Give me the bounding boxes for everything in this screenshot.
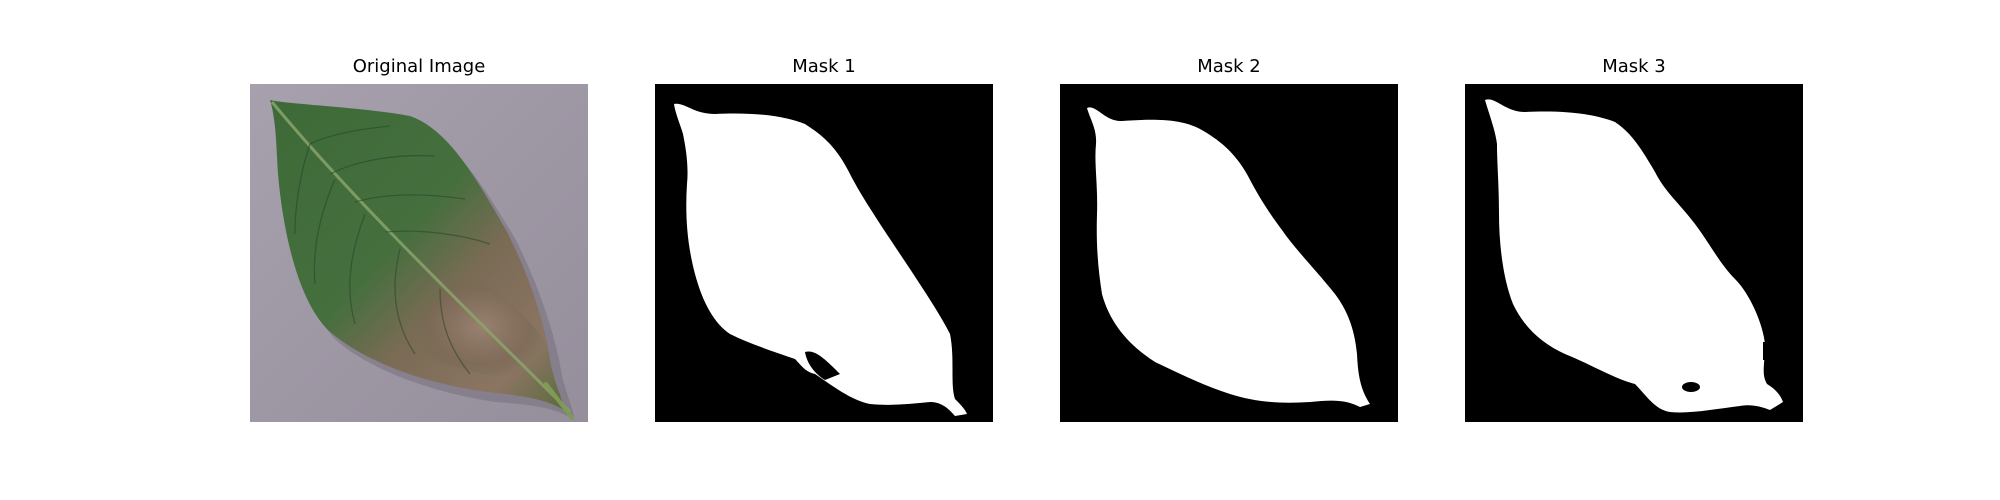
leaf-petiole: [544, 382, 574, 420]
leaf-lesion: [353, 234, 550, 384]
mask-1-image: [655, 84, 993, 422]
mask-3-image: [1465, 84, 1803, 422]
leaf-veins: [294, 125, 491, 375]
leaf-photo: [250, 84, 588, 422]
leaf-midrib: [270, 101, 572, 414]
mask-1-hole: [805, 351, 840, 380]
mask-2-foreground: [1087, 107, 1370, 407]
mask-1: [655, 84, 993, 422]
mask-3-notch: [1763, 342, 1771, 360]
mask-3-hole: [1682, 382, 1700, 392]
panel-title-original: Original Image: [352, 56, 486, 77]
panel-title-mask-3: Mask 3: [1602, 56, 1666, 77]
panel-title-mask-1: Mask 1: [792, 56, 856, 77]
mask-3-foreground: [1485, 99, 1783, 413]
mask-1-foreground: [674, 103, 967, 416]
original-image: [250, 84, 588, 422]
mask-2-image: [1060, 84, 1398, 422]
panel-title-mask-2: Mask 2: [1197, 56, 1261, 77]
mask-3: [1465, 84, 1803, 422]
mask-2: [1060, 84, 1398, 422]
